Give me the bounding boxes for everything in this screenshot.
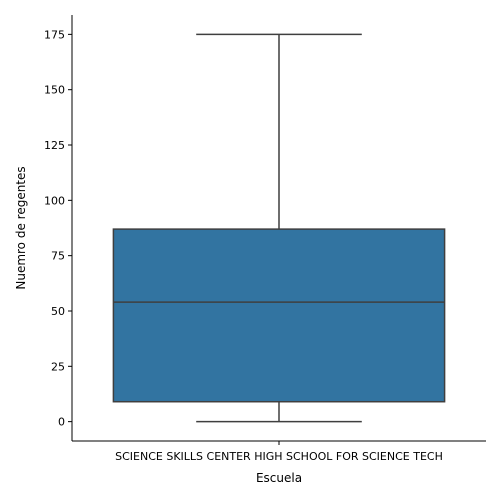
box-iqr — [112, 228, 446, 403]
y-tick-label: 25 — [51, 360, 65, 373]
y-tick-label: 150 — [44, 84, 65, 97]
y-axis-label: Nuemro de regentes — [14, 166, 28, 289]
y-tick-label: 75 — [51, 250, 65, 263]
y-tick-label: 50 — [51, 305, 65, 318]
plot-area — [112, 33, 446, 423]
x-tick-label: SCIENCE SKILLS CENTER HIGH SCHOOL FOR SC… — [115, 450, 443, 463]
y-tick-label: 100 — [44, 194, 65, 207]
x-axis-label: Escuela — [256, 471, 302, 485]
y-tick-label: 125 — [44, 139, 65, 152]
y-axis: 0 25 50 75 100 125 150 175 — [44, 15, 73, 441]
y-tick-label: 0 — [58, 416, 65, 429]
x-axis: SCIENCE SKILLS CENTER HIGH SCHOOL FOR SC… — [72, 440, 486, 463]
y-tick-label: 175 — [44, 28, 65, 41]
